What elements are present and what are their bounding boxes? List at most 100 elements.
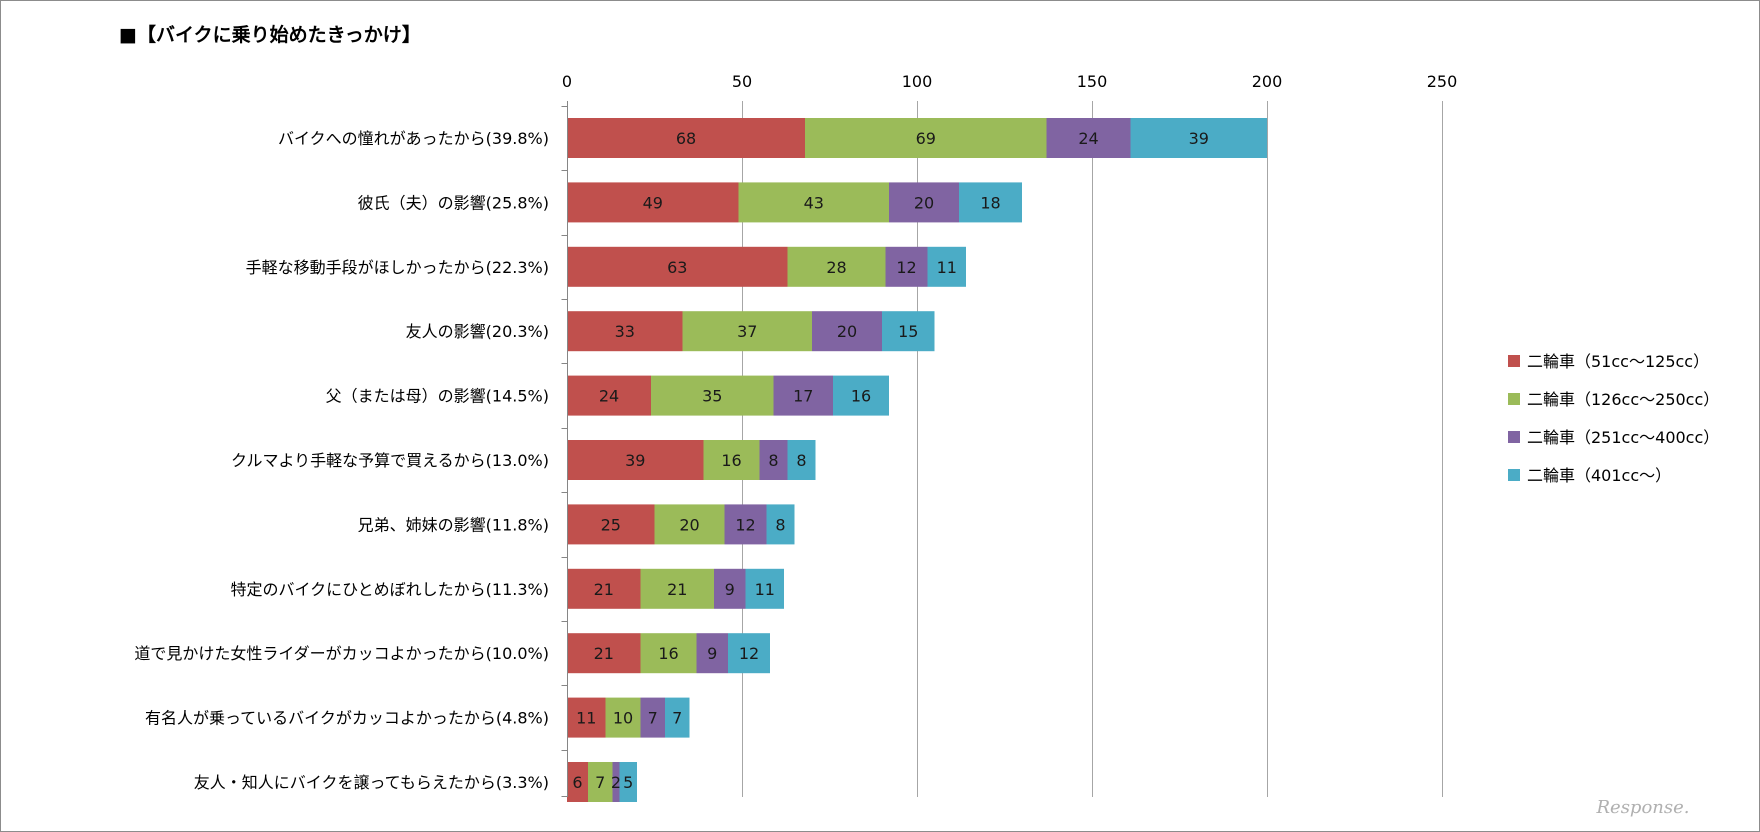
- category-label: バイクへの憧れがあったから(39.8%): [278, 129, 549, 148]
- category-label: 父（または母）の影響(14.5%): [326, 387, 549, 406]
- bar-segment: [567, 375, 651, 416]
- bar-value-label: 8: [796, 451, 806, 470]
- category-label: クルマより手軽な予算で買えるから(13.0%): [231, 451, 549, 470]
- bar-value-label: 2: [611, 773, 621, 792]
- bar-value-label: 24: [1078, 129, 1098, 148]
- bar-segment: [759, 440, 788, 480]
- bar-value-label: 5: [623, 773, 633, 792]
- bar-segment: [567, 182, 739, 223]
- bar-value-label: 63: [667, 258, 687, 277]
- category-label: 友人・知人にバイクを譲ってもらえたから(3.3%): [194, 773, 549, 792]
- legend: 二輪車（51cc～125cc） 二輪車（126cc～250cc） 二輪車（251cc…: [1508, 352, 1719, 485]
- bar-value-label: 35: [702, 387, 722, 406]
- bar-segment: [724, 504, 767, 545]
- chart-title: ■【バイクに乗り始めたきっかけ】: [119, 23, 421, 46]
- bar-value-label: 39: [1189, 129, 1209, 148]
- bar-value-label: 6: [572, 773, 582, 792]
- x-tick-label: 250: [1427, 72, 1458, 91]
- bar-value-label: 39: [625, 451, 645, 470]
- bar-segment: [567, 697, 606, 738]
- legend-label: 二輪車（251cc～400cc）: [1527, 428, 1719, 447]
- bar-value-label: 15: [898, 322, 918, 341]
- bar-value-label: 7: [595, 773, 605, 792]
- bar-value-label: 69: [916, 129, 936, 148]
- bar-segment: [640, 568, 714, 609]
- bar-segment: [833, 375, 889, 416]
- bar-segment: [927, 246, 966, 287]
- bar-value-label: 43: [804, 193, 824, 212]
- bar-value-label: 21: [594, 580, 614, 599]
- category-label: 特定のバイクにひとめぼれしたから(11.3%): [230, 580, 549, 599]
- bar-value-label: 9: [707, 644, 717, 663]
- bar-value-label: 12: [739, 644, 759, 663]
- bar-value-label: 21: [594, 644, 614, 663]
- category-label: 友人の影響(20.3%): [406, 322, 549, 341]
- bar-value-label: 16: [721, 451, 741, 470]
- bar-segment: [728, 633, 770, 674]
- bar-value-label: 11: [755, 580, 775, 599]
- bar-value-label: 9: [725, 580, 735, 599]
- bars-layer: [567, 118, 1267, 802]
- bar-segment: [787, 246, 886, 287]
- bar-segment: [619, 762, 637, 802]
- bar-value-label: 12: [896, 258, 916, 277]
- category-label: 彼氏（夫）の影響(25.8%): [358, 193, 549, 212]
- bar-value-label: 12: [735, 515, 755, 534]
- bar-segment: [885, 246, 928, 287]
- bar-value-label: 28: [826, 258, 846, 277]
- bar-segment: [567, 311, 683, 352]
- bar-value-label: 8: [775, 515, 785, 534]
- bar-segment: [696, 633, 728, 674]
- legend-swatch: [1508, 469, 1520, 481]
- bar-segment: [567, 118, 805, 158]
- bar-segment: [567, 440, 704, 480]
- axis-layer: 0 50 100 150 200 250 バイクへの憧れがあったから(39.8%) 彼氏（夫）…: [134, 72, 1457, 797]
- bar-value-label: 16: [851, 387, 871, 406]
- bar-value-label: 37: [737, 322, 757, 341]
- bar-segment: [612, 762, 620, 802]
- bar-segment: [654, 504, 725, 545]
- category-label: 道で見かけた女性ライダーがカッコよかったから(10.0%): [134, 644, 549, 663]
- bar-segment: [1046, 118, 1131, 158]
- bar-segment: [605, 697, 641, 738]
- x-tick-label: 150: [1077, 72, 1108, 91]
- bar-value-label: 8: [768, 451, 778, 470]
- bar-segment: [651, 375, 774, 416]
- bar-value-label: 21: [667, 580, 687, 599]
- bar-value-label: 24: [599, 387, 619, 406]
- bar-segment: [889, 182, 959, 223]
- watermark-logo: Response.: [1595, 797, 1689, 818]
- bar-value-label: 16: [658, 644, 678, 663]
- category-label: 有名人が乗っているバイクがカッコよかったから(4.8%): [145, 709, 549, 728]
- bar-segment: [703, 440, 760, 480]
- bar-segment: [665, 697, 690, 738]
- bar-segment: [567, 246, 788, 287]
- bar-value-label: 20: [914, 193, 934, 212]
- x-tick-label: 200: [1252, 72, 1283, 91]
- bar-value-label: 20: [679, 515, 699, 534]
- bar-segment: [588, 762, 613, 802]
- legend-label: 二輪車（401cc～）: [1527, 466, 1671, 485]
- legend-label: 二輪車（51cc～125cc）: [1527, 352, 1709, 371]
- bar-value-label: 10: [613, 709, 633, 728]
- bar-value-label: 7: [672, 709, 682, 728]
- bar-segment: [787, 440, 816, 480]
- bar-value-label: 33: [615, 322, 635, 341]
- bar-value-label: 68: [676, 129, 696, 148]
- legend-swatch: [1508, 431, 1520, 443]
- bar-segment: [640, 697, 665, 738]
- bar-segment: [959, 182, 1022, 223]
- category-label: 手軽な移動手段がほしかったから(22.3%): [246, 258, 549, 277]
- bar-segment: [567, 568, 641, 609]
- legend-swatch: [1508, 355, 1520, 367]
- bar-value-label: 7: [648, 709, 658, 728]
- bar-segment: [805, 118, 1047, 158]
- bar-segment: [882, 311, 935, 352]
- bar-value-label: 25: [601, 515, 621, 534]
- bar-segment: [640, 633, 697, 674]
- bar-value-label: 49: [643, 193, 663, 212]
- bar-segment: [745, 568, 784, 609]
